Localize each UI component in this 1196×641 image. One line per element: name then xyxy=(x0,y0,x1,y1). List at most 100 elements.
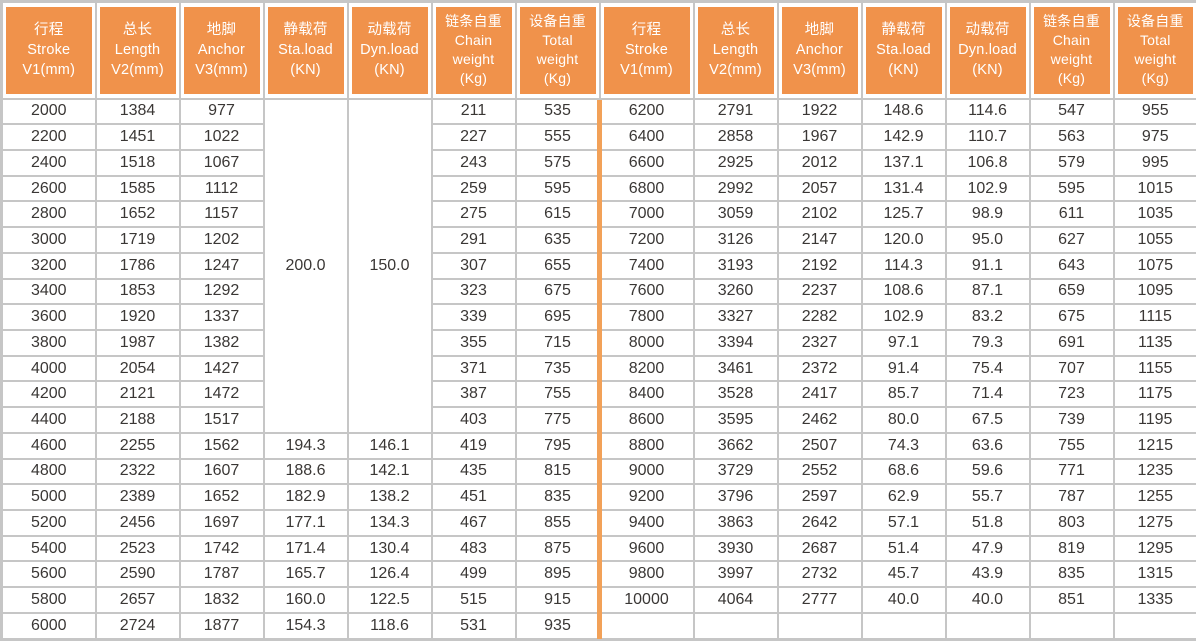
table-cell: 131.4 xyxy=(860,174,947,203)
table-cell: 2552 xyxy=(776,457,863,486)
table-cell: 102.9 xyxy=(860,303,947,331)
table-cell: 5800 xyxy=(0,586,97,614)
table-cell: 2732 xyxy=(776,560,863,589)
table-cell: 1719 xyxy=(94,226,181,254)
table-cell: 177.1 xyxy=(262,509,349,537)
table-row: 4600 2255 1562 194.3 146.1 419 795 8800 3662 2507… xyxy=(0,431,1196,460)
table-cell: 4000 xyxy=(0,354,97,383)
table-row: 3200 1786 1247 307 655 7400 3193 2192 114.3 91.1 6… xyxy=(0,251,1196,280)
table-cell: 7600 xyxy=(598,277,695,306)
table-cell: 875 xyxy=(514,534,601,563)
column-header-block: 静载荷 Sta.load (KN) xyxy=(267,7,344,94)
table-cell: 659 xyxy=(1028,277,1115,306)
table-cell: 2102 xyxy=(776,200,863,229)
table-cell: 2054 xyxy=(94,354,181,383)
table-cell: 114.6 xyxy=(944,97,1031,126)
table-cell: 98.9 xyxy=(944,200,1031,229)
header-text-line: (KN) xyxy=(374,62,405,79)
table-cell: 2000 xyxy=(0,97,97,126)
table-cell: 3327 xyxy=(692,303,779,331)
table-cell: 2400 xyxy=(0,148,97,177)
table-cell: 259 xyxy=(430,174,517,203)
header-text-line: 行程 xyxy=(34,22,64,39)
header-text-line: V3(mm) xyxy=(793,62,846,79)
column-header-static-load-left: 静载荷 Sta.load (KN) xyxy=(262,0,349,100)
table-cell: 2322 xyxy=(94,457,181,486)
table-cell: 1518 xyxy=(94,148,181,177)
table-cell: 555 xyxy=(514,123,601,151)
table-cell: 955 xyxy=(1112,97,1196,126)
table-cell xyxy=(776,611,863,641)
table-row: 5400 2523 1742 171.4 130.4 483 875 9600 3930 2687… xyxy=(0,534,1196,563)
column-header-block: 总长 Length V2(mm) xyxy=(697,7,774,94)
table-cell: 275 xyxy=(430,200,517,229)
header-text-line: 动载荷 xyxy=(965,22,1010,39)
table-cell: 7400 xyxy=(598,251,695,280)
table-cell: 1292 xyxy=(178,277,265,306)
table-cell: 3662 xyxy=(692,431,779,460)
table-cell: 1067 xyxy=(178,148,265,177)
header-text-line: V3(mm) xyxy=(195,62,248,79)
column-header-length-right: 总长 Length V2(mm) xyxy=(692,0,779,100)
column-header-block: 行程 Stroke V1(mm) xyxy=(6,7,92,94)
table-cell: 775 xyxy=(514,406,601,434)
header-text-line: 地脚 xyxy=(804,22,835,39)
table-cell: 1275 xyxy=(1112,509,1196,537)
header-text-line: Total xyxy=(542,32,573,49)
table-cell: 1877 xyxy=(178,611,265,641)
table-cell: 3997 xyxy=(692,560,779,589)
column-header-anchor-left: 地脚 Anchor V3(mm) xyxy=(178,0,265,100)
header-text-line: 静载荷 xyxy=(283,22,328,39)
table-cell: 467 xyxy=(430,509,517,537)
header-text-line: 总长 xyxy=(122,22,153,39)
table-cell: 1697 xyxy=(178,509,265,537)
table-cell: 1175 xyxy=(1112,380,1196,409)
table-cell: 6800 xyxy=(598,174,695,203)
table-cell: 8800 xyxy=(598,431,695,460)
table-cell xyxy=(1112,611,1196,641)
table-cell: 675 xyxy=(1028,303,1115,331)
table-cell: 95.0 xyxy=(944,226,1031,254)
table-cell: 1235 xyxy=(1112,457,1196,486)
header-text-line: 行程 xyxy=(631,22,662,39)
table-row: 5000 2389 1652 182.9 138.2 451 835 9200 3796 2597… xyxy=(0,483,1196,511)
table-cell: 975 xyxy=(1112,123,1196,151)
table-cell: 2200 xyxy=(0,123,97,151)
header-text-line: (KN) xyxy=(290,62,321,79)
table-cell xyxy=(692,611,779,641)
header-text-line: (Kg) xyxy=(1141,70,1169,87)
table-cell: 40.0 xyxy=(944,586,1031,614)
header-text-line: (KN) xyxy=(888,62,919,79)
table-cell: 120.0 xyxy=(860,226,947,254)
table-cell: 635 xyxy=(514,226,601,254)
table-cell: 51.8 xyxy=(944,509,1031,537)
table-cell: 1315 xyxy=(1112,560,1196,589)
header-text-line: 静载荷 xyxy=(881,22,926,39)
table-cell: 815 xyxy=(514,457,601,486)
table-cell: 5200 xyxy=(0,509,97,537)
table-cell: 142.1 xyxy=(346,457,433,486)
table-cell: 835 xyxy=(514,483,601,511)
column-header-stroke-right: 行程 Stroke V1(mm) xyxy=(598,0,695,100)
table-cell: 1472 xyxy=(178,380,265,409)
table-cell: 723 xyxy=(1028,380,1115,409)
table-cell: 3059 xyxy=(692,200,779,229)
table-cell: 74.3 xyxy=(860,431,947,460)
header-text-line: Length xyxy=(114,42,161,59)
table-row: 3400 1853 1292 323 675 7600 3260 2237 108.6 87.1 6… xyxy=(0,277,1196,306)
header-text-line: Chain xyxy=(1052,32,1091,49)
table-cell: 97.1 xyxy=(860,328,947,357)
table-cell: 8000 xyxy=(598,328,695,357)
header-text-line: Chain xyxy=(454,32,493,49)
column-header-block: 行程 Stroke V1(mm) xyxy=(603,7,690,94)
table-cell: 371 xyxy=(430,354,517,383)
table-cell: 4800 xyxy=(0,457,97,486)
table-cell: 895 xyxy=(514,560,601,589)
column-header-block: 地脚 Anchor V3(mm) xyxy=(183,7,260,94)
table-cell: 355 xyxy=(430,328,517,357)
table-row: 5800 2657 1832 160.0 122.5 515 915 10000 4064 277… xyxy=(0,586,1196,614)
table-cell: 3863 xyxy=(692,509,779,537)
table-cell: 5400 xyxy=(0,534,97,563)
column-header-block: 链条自重 Chain weight (Kg) xyxy=(435,7,512,94)
